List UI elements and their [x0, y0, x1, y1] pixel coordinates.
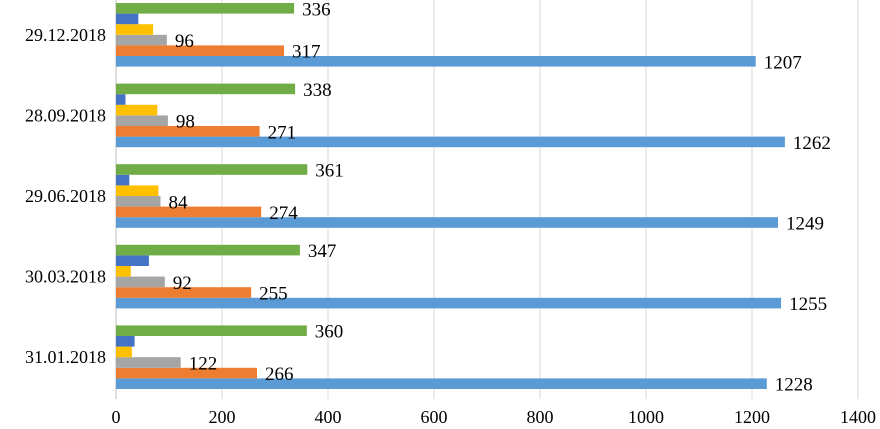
- category-label: 29.12.2018: [25, 25, 106, 45]
- data-label: 1249: [786, 214, 824, 235]
- data-label: 1255: [789, 294, 827, 315]
- bar: [116, 244, 300, 256]
- x-tick-label: 0: [112, 407, 121, 427]
- x-tick-label: 200: [209, 407, 236, 427]
- bar: [116, 45, 284, 56]
- data-label: 84: [169, 192, 189, 213]
- bar: [116, 24, 154, 35]
- bar: [116, 126, 260, 137]
- x-tick-label: 1200: [734, 407, 770, 427]
- bar: [116, 255, 149, 266]
- data-label: 1262: [793, 133, 831, 154]
- bar: [116, 3, 295, 14]
- data-label: 361: [315, 161, 344, 182]
- bar: [116, 136, 785, 148]
- bar: [116, 367, 257, 379]
- bar: [116, 13, 139, 25]
- category-label: 31.01.2018: [25, 347, 106, 367]
- bar: [116, 297, 782, 309]
- data-label: 336: [302, 0, 331, 20]
- bar: [116, 196, 161, 207]
- bar: [116, 378, 767, 389]
- data-labels: 1228 266 122 360 1255 255 92 347 1249 274 84 361 126…: [169, 0, 831, 396]
- bar: [116, 266, 131, 277]
- bar: [116, 115, 168, 126]
- bar: [116, 83, 296, 95]
- x-tick-label: 1400: [840, 407, 876, 427]
- bar: [116, 94, 126, 105]
- x-tick-label: 600: [421, 407, 448, 427]
- bar: [116, 346, 132, 358]
- bar: [116, 357, 181, 368]
- bar: [116, 206, 262, 218]
- bar: [116, 287, 252, 298]
- x-tick-labels: 0 200 400 600 800 1000 1200 1400: [112, 407, 877, 427]
- data-label: 347: [308, 241, 337, 262]
- category-label: 28.09.2018: [25, 105, 106, 125]
- x-tick-label: 800: [527, 407, 554, 427]
- data-label: 98: [176, 112, 195, 133]
- data-label: 92: [173, 273, 192, 294]
- data-label: 1207: [764, 52, 802, 73]
- bar: [116, 34, 167, 46]
- data-label: 338: [303, 80, 332, 101]
- data-label: 266: [265, 364, 294, 385]
- data-label: 1228: [775, 375, 813, 396]
- data-label: 271: [268, 122, 297, 143]
- x-tick-label: 400: [315, 407, 342, 427]
- bar: [116, 185, 159, 196]
- bar: [116, 174, 130, 186]
- category-label: 30.03.2018: [25, 267, 106, 287]
- bar: [116, 217, 778, 228]
- data-label: 255: [259, 284, 288, 305]
- x-tick-label: 1000: [628, 407, 664, 427]
- data-label: 317: [292, 42, 321, 63]
- bar: [116, 164, 308, 175]
- data-label: 274: [269, 203, 298, 224]
- category-labels: 31.01.2018 30.03.2018 29.06.2018 28.09.2018…: [25, 25, 106, 367]
- bar: [116, 325, 307, 336]
- bar: [116, 104, 158, 116]
- data-label: 96: [175, 31, 194, 52]
- data-label: 122: [189, 354, 218, 375]
- bars: [116, 3, 785, 389]
- category-label: 29.06.2018: [25, 186, 106, 206]
- bar: [116, 336, 135, 347]
- bar: [116, 276, 165, 288]
- data-label: 360: [315, 322, 344, 343]
- bar: [116, 56, 756, 67]
